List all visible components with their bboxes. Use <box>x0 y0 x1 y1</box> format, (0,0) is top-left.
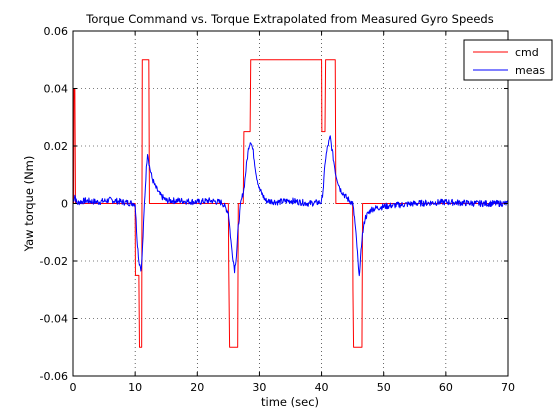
y-tick-label: -0.02 <box>40 255 68 268</box>
x-tick-label: 20 <box>190 381 204 394</box>
x-tick-label: 10 <box>128 381 142 394</box>
y-tick-label: 0.06 <box>44 25 69 38</box>
x-tick-label: 30 <box>252 381 266 394</box>
legend: cmd meas <box>463 39 553 81</box>
chart-title: Torque Command vs. Torque Extrapolated f… <box>85 12 493 26</box>
ticks: 0 10 20 30 40 50 60 70 -0.06 -0.04 -0.02 0 0.02 0.04 0… <box>40 25 515 394</box>
y-tick-label: -0.06 <box>40 370 68 383</box>
x-tick-label: 70 <box>501 381 515 394</box>
y-tick-label: -0.04 <box>40 313 68 326</box>
y-tick-label: 0 <box>61 198 68 211</box>
y-tick-label: 0.04 <box>44 83 69 96</box>
legend-label-meas: meas <box>515 64 545 77</box>
series-layer <box>72 59 509 348</box>
x-tick-label: 0 <box>70 381 77 394</box>
x-tick-label: 60 <box>439 381 453 394</box>
legend-label-cmd: cmd <box>515 46 539 59</box>
x-axis-label: time (sec) <box>261 395 319 409</box>
y-axis-label: Yaw torque (Nm) <box>22 156 36 253</box>
series-line-meas <box>72 135 509 277</box>
legend-box <box>463 39 553 81</box>
y-tick-label: 0.02 <box>44 140 69 153</box>
x-tick-label: 50 <box>377 381 391 394</box>
x-tick-label: 40 <box>315 381 329 394</box>
